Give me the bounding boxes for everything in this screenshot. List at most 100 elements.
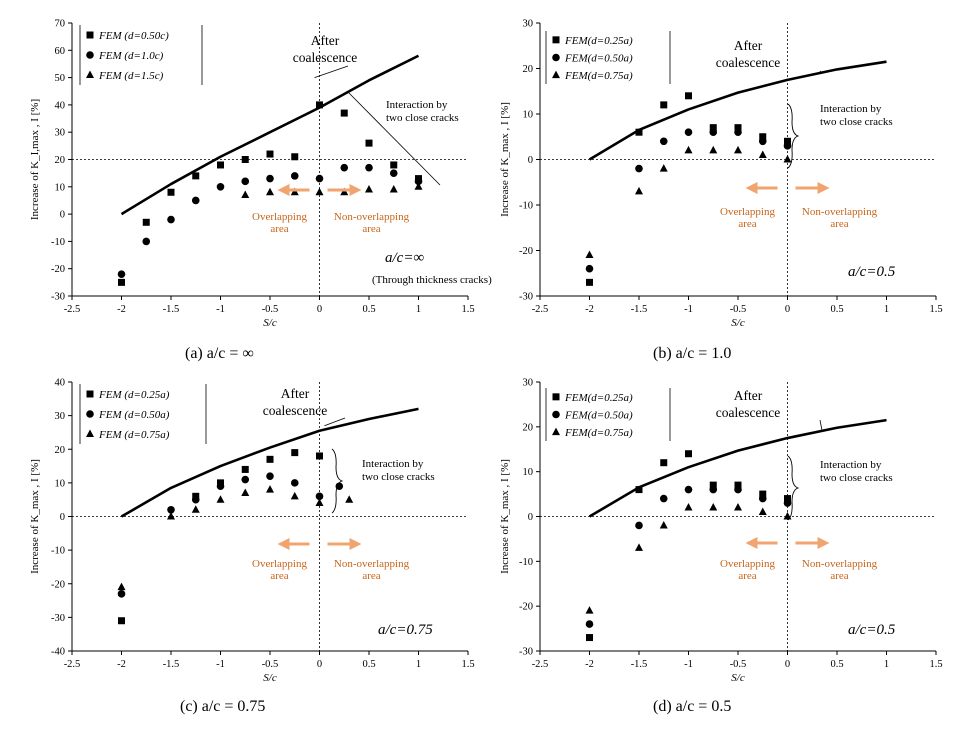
chart-panel-d: -30 -20 -10 0 10 20 30 -2.5 -2 -1.5 -1 -0.5 0 0.5 1 1.5… (499, 378, 943, 716)
y-tick-label: 40 (55, 378, 66, 389)
data-point-square (241, 465, 249, 473)
x-tick-label: 1.5 (929, 659, 942, 670)
data-point-square (167, 188, 175, 196)
data-point-triangle (86, 429, 94, 437)
x-tick-label: -1.5 (631, 304, 648, 315)
y-tick-label: -40 (51, 647, 65, 658)
data-point-triangle (340, 187, 349, 196)
data-point-triangle (290, 187, 299, 196)
data-point-triangle (315, 187, 324, 196)
overlapping-label: Overlapping (720, 206, 775, 218)
data-point-triangle (389, 185, 398, 193)
overlapping-arrow-head (277, 538, 290, 550)
data-point-triangle (117, 582, 126, 591)
data-point-circle (659, 494, 668, 503)
y-tick-label: -20 (51, 264, 65, 275)
data-point-square (734, 481, 742, 489)
coalescence-label: After (311, 33, 340, 48)
y-tick-label: -10 (51, 237, 65, 248)
data-point-triangle (315, 498, 324, 507)
data-point-square (340, 109, 348, 117)
data-point-triangle (241, 190, 250, 198)
x-tick-label: -1.5 (163, 659, 180, 670)
x-tick-label: 1.5 (929, 304, 942, 315)
aspect-ratio-label: a/c=0.5 (848, 622, 896, 638)
interaction-brace (787, 455, 800, 521)
y-axis-label: Increase of K_I,max , I [%] (29, 99, 41, 220)
data-point-circle (635, 164, 643, 173)
data-point-circle (659, 137, 668, 146)
y-tick-label: 40 (55, 100, 66, 111)
data-point-square (266, 455, 274, 463)
y-tick-label: 30 (523, 378, 534, 389)
x-tick-label: -1 (684, 304, 693, 315)
y-tick-label: -10 (519, 557, 533, 568)
interaction-label: two close cracks (386, 112, 459, 124)
non-overlapping-label: Non-overlapping (802, 206, 878, 218)
y-tick-label: 50 (55, 73, 66, 84)
aspect-ratio-label: a/c=0.75 (378, 622, 433, 638)
y-tick-label: -30 (519, 292, 533, 303)
data-point-triangle (585, 250, 594, 259)
x-tick-label: 1.5 (461, 304, 474, 315)
y-tick-label: -10 (519, 201, 533, 212)
data-point-square (660, 459, 668, 467)
x-tick-label: -1 (684, 659, 693, 670)
legend-label: FEM(d=0.25a) (564, 392, 633, 404)
y-tick-label: 60 (55, 46, 66, 57)
y-tick-label: 70 (55, 19, 66, 30)
data-point-square (316, 452, 323, 460)
x-tick-label: -2 (585, 304, 594, 315)
coalescence-curve (120, 407, 419, 518)
y-tick-label: 20 (523, 64, 534, 75)
y-tick-label: 0 (60, 512, 65, 523)
data-point-triangle (290, 491, 299, 500)
data-point-square (586, 278, 593, 286)
legend-label: FEM(d=0.25a) (564, 35, 633, 47)
data-point-circle (241, 177, 250, 186)
data-point-triangle (167, 512, 175, 520)
x-tick-label: -2.5 (64, 304, 81, 315)
x-tick-label: 0.5 (830, 659, 843, 670)
legend-label: FEM(d=0.75a) (564, 427, 633, 439)
x-tick-label: 1 (416, 659, 421, 670)
data-point-square (552, 393, 560, 401)
data-point-square (291, 449, 299, 457)
data-point-triangle (659, 164, 668, 172)
y-tick-label: 10 (55, 478, 66, 489)
data-point-circle (552, 53, 560, 62)
coalescence-label: After (281, 386, 310, 401)
aspect-ratio-label: a/c=∞ (385, 250, 424, 266)
interaction-label: Interaction by (820, 459, 882, 471)
data-point-square (118, 617, 125, 625)
coalescence-label: coalescence (293, 50, 357, 65)
data-point-circle (216, 183, 225, 191)
data-point-square (316, 101, 323, 109)
data-point-circle (266, 472, 274, 480)
x-tick-label: 0 (317, 659, 322, 670)
data-point-triangle (266, 187, 274, 196)
data-point-triangle (758, 507, 767, 516)
data-point-circle (758, 137, 767, 146)
overlapping-arrow-head (745, 182, 758, 194)
x-tick-label: -1 (216, 659, 225, 670)
data-point-square (685, 92, 692, 100)
x-tick-label: -2.5 (64, 659, 81, 670)
x-axis-label: S/c (263, 672, 277, 684)
aspect-ratio-label: a/c=0.5 (848, 264, 896, 280)
data-point-triangle (684, 145, 693, 154)
data-point-triangle (734, 145, 742, 154)
data-point-circle (167, 215, 175, 224)
panel-caption: (b) a/c = 1.0 (653, 345, 731, 362)
y-tick-label: 10 (523, 467, 534, 478)
data-point-square (759, 133, 767, 141)
x-tick-label: -0.5 (730, 304, 747, 315)
x-tick-label: -2.5 (532, 659, 549, 670)
data-point-triangle (216, 495, 225, 503)
panel-caption: (a) a/c = ∞ (185, 345, 254, 362)
overlapping-label: Overlapping (252, 558, 307, 570)
data-point-circle (709, 485, 718, 494)
x-tick-label: -2.5 (532, 304, 549, 315)
data-point-triangle (241, 488, 250, 496)
